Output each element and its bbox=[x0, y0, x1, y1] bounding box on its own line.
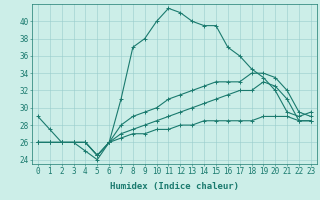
X-axis label: Humidex (Indice chaleur): Humidex (Indice chaleur) bbox=[110, 182, 239, 191]
